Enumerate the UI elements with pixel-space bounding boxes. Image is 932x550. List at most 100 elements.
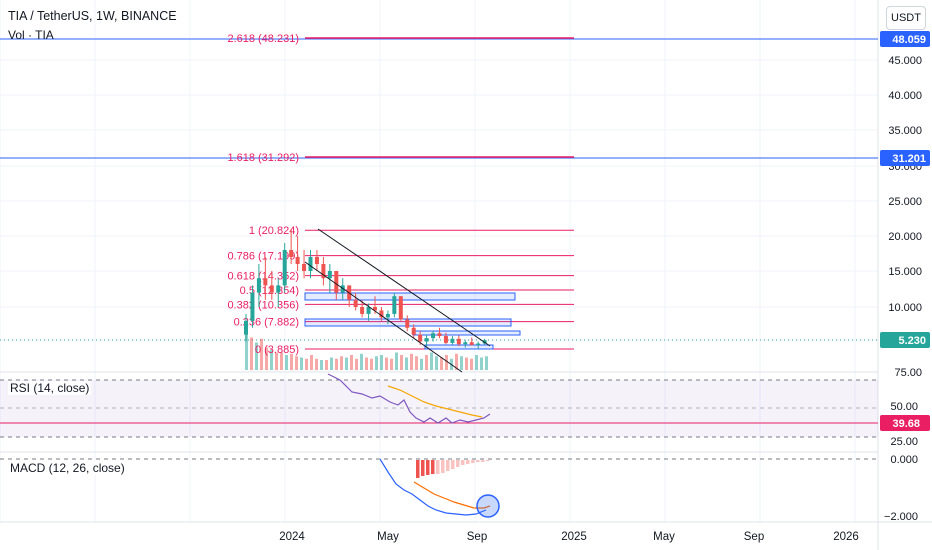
volume-bar <box>420 358 423 370</box>
volume-bar <box>325 360 328 370</box>
candle-body <box>360 307 365 314</box>
rsi-line <box>327 373 491 424</box>
candle-body <box>263 278 268 286</box>
volume-bar <box>440 357 443 370</box>
candle-body <box>289 250 294 257</box>
candle-body <box>411 327 416 335</box>
macd-histogram-bar <box>436 460 440 474</box>
time-axis-label: Sep <box>744 531 764 543</box>
candle-body <box>443 336 448 343</box>
price-marker-box <box>880 332 930 348</box>
candle-body <box>353 299 358 307</box>
volume-bar <box>385 357 388 370</box>
candle-body <box>431 333 436 339</box>
time-axis-label: 2025 <box>561 531 587 543</box>
volume-bar <box>315 358 318 370</box>
candle-body <box>250 292 255 321</box>
volume-bar <box>390 358 393 370</box>
candle-body <box>244 320 248 335</box>
macd-axis-tick: 0.000 <box>890 454 918 466</box>
fib-level-label: 2.618 (48.231) <box>227 33 299 45</box>
candle-body <box>463 342 468 345</box>
volume-bar <box>260 338 263 370</box>
candle-body <box>256 278 261 293</box>
volume-bar <box>305 358 308 370</box>
time-axis-label: May <box>377 531 399 543</box>
rsi-axis-tick: 25.00 <box>890 436 918 448</box>
channel-upper-line <box>317 228 491 347</box>
price-axis-tick: 10.000 <box>888 302 922 314</box>
macd-signal-line <box>413 481 491 509</box>
fib-level-label: 0.786 (17.199) <box>227 251 299 263</box>
macd-histogram-bar <box>476 460 480 462</box>
candle-body <box>302 264 307 271</box>
volume-bar <box>245 332 248 370</box>
highlight-box <box>412 330 521 336</box>
macd-histogram-bar <box>466 460 470 464</box>
price-marker-label: 48.059 <box>892 34 926 46</box>
volume-bar <box>455 353 458 370</box>
volume-bar <box>265 347 268 370</box>
candle-body <box>334 271 339 293</box>
candle-body <box>456 338 461 345</box>
candle-body <box>308 257 313 271</box>
volume-bar <box>405 357 408 370</box>
candle-body <box>373 307 377 311</box>
price-axis-tick: 40.000 <box>888 90 922 102</box>
volume-bar <box>295 356 298 370</box>
macd-histogram-bar <box>486 460 490 461</box>
volume-bar <box>310 355 313 370</box>
candle-body <box>392 296 397 314</box>
volume-bar <box>275 352 278 370</box>
macd-histogram-bar <box>461 460 465 465</box>
candle-body <box>469 342 474 345</box>
volume-bar <box>400 355 403 370</box>
volume-bar <box>415 356 418 370</box>
volume-bar <box>365 357 368 370</box>
volume-bar <box>360 353 363 370</box>
candle-body <box>450 338 455 343</box>
price-marker-box <box>880 150 930 166</box>
price-axis-tick: 20.000 <box>888 231 922 243</box>
macd-histogram-bar <box>446 460 450 471</box>
price-axis-tick: 45.000 <box>888 55 922 67</box>
price-marker-label: 31.201 <box>892 153 926 165</box>
candle-body <box>282 250 287 286</box>
candle-body <box>437 333 442 337</box>
symbol-title: TIA / TetherUS, 1W, BINANCE <box>8 9 177 23</box>
volume-bar <box>320 360 323 370</box>
volume-bar <box>270 350 273 370</box>
volume-bar <box>475 355 478 370</box>
macd-histogram-bar <box>431 460 435 474</box>
candle-body <box>321 264 326 279</box>
fib-level-label: 0.382 (10.356) <box>227 299 299 311</box>
candle-body <box>269 285 274 293</box>
volume-bar <box>435 356 438 370</box>
macd-histogram-bar <box>421 460 425 476</box>
volume-bar <box>290 353 293 370</box>
macd-line <box>379 458 487 516</box>
currency-button[interactable]: USDT <box>886 6 926 30</box>
volume-bar <box>330 357 333 370</box>
volume-bar <box>410 353 413 370</box>
volume-bar <box>470 358 473 370</box>
time-axis-label: May <box>653 531 675 543</box>
volume-bar <box>445 355 448 370</box>
candle-body <box>476 343 481 345</box>
price-axis-tick: 15.000 <box>888 266 922 278</box>
macd-axis-tick: −2.000 <box>884 511 918 523</box>
highlight-box <box>304 292 516 301</box>
volume-bar <box>465 357 468 370</box>
price-axis-tick: 75.00 <box>894 367 922 379</box>
rsi-axis-tick: 50.00 <box>890 401 918 413</box>
volume-bar <box>460 356 463 370</box>
volume-bar <box>425 355 428 370</box>
candle-body <box>398 296 403 320</box>
volume-bar <box>340 356 343 370</box>
volume-label: Vol · TIA <box>8 28 54 42</box>
volume-bar <box>335 358 338 370</box>
candle-body <box>295 257 300 264</box>
macd-histogram-bar <box>471 460 475 463</box>
volume-bar <box>285 355 288 370</box>
